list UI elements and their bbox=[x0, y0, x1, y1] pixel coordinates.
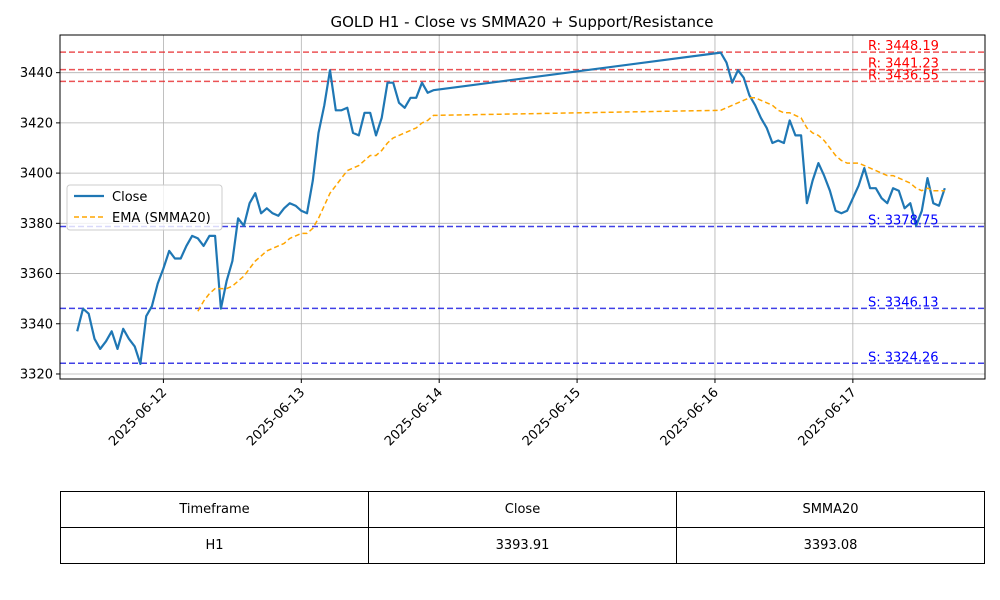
resistance-label: R: 3448.19 bbox=[868, 39, 939, 54]
legend-ema-label: EMA (SMMA20) bbox=[112, 211, 211, 226]
legend-box bbox=[66, 184, 223, 231]
y-tick-label: 3320 bbox=[20, 367, 53, 382]
table-cell: H1 bbox=[60, 527, 369, 564]
plot-area-frame bbox=[59, 34, 986, 380]
x-tick-label: 2025-06-13 bbox=[244, 385, 308, 449]
x-tick-label: 2025-06-17 bbox=[796, 385, 860, 449]
y-tick-label: 3360 bbox=[20, 267, 53, 282]
resistance-label: R: 3436.55 bbox=[868, 68, 939, 83]
axes: 3320 3340 3360 3380 3400 3420 3440 2025-06-12 20… bbox=[20, 66, 860, 449]
support-label: S: 3378.75 bbox=[868, 213, 939, 228]
legend: Close EMA (SMMA20) bbox=[66, 184, 223, 231]
summary-table: Timeframe Close SMMA20 H1 3393.91 3393.0… bbox=[60, 491, 985, 564]
series-lines bbox=[76, 51, 946, 365]
legend-close-label: Close bbox=[112, 190, 147, 205]
y-tick-label: 3420 bbox=[20, 116, 53, 131]
x-tick-label: 2025-06-16 bbox=[658, 385, 722, 449]
resistance-label: R: 3441.23 bbox=[868, 57, 939, 72]
x-tick-label: 2025-06-14 bbox=[382, 385, 446, 449]
table-cell: 3393.91 bbox=[368, 527, 677, 564]
table-cell: 3393.08 bbox=[676, 527, 985, 564]
support-label: S: 3346.13 bbox=[868, 295, 939, 310]
table-header-row: Timeframe Close SMMA20 bbox=[60, 491, 985, 528]
x-tick-label: 2025-06-15 bbox=[520, 385, 584, 449]
chart-svg: GOLD H1 - Close vs SMMA20 + Support/Resi… bbox=[20, 13, 986, 449]
grid-lines bbox=[60, 35, 985, 379]
table-row: H1 3393.91 3393.08 bbox=[60, 527, 985, 564]
chart-title: GOLD H1 - Close vs SMMA20 + Support/Resi… bbox=[330, 13, 713, 31]
y-tick-label: 3340 bbox=[20, 317, 53, 332]
ema-series-line bbox=[197, 97, 945, 312]
table-header-cell: SMMA20 bbox=[676, 491, 985, 528]
level-labels: R: 3448.19 R: 3441.23R: 3436.55 S: 3378.75… bbox=[868, 39, 939, 365]
y-tick-label: 3400 bbox=[20, 167, 53, 182]
table-header-cell: Timeframe bbox=[60, 491, 369, 528]
y-tick-label: 3380 bbox=[20, 217, 53, 232]
close-series-line bbox=[76, 51, 946, 365]
y-tick-label: 3440 bbox=[20, 66, 53, 81]
table-header-cell: Close bbox=[368, 491, 677, 528]
support-label: S: 3324.26 bbox=[868, 350, 939, 365]
x-tick-label: 2025-06-12 bbox=[106, 385, 170, 449]
